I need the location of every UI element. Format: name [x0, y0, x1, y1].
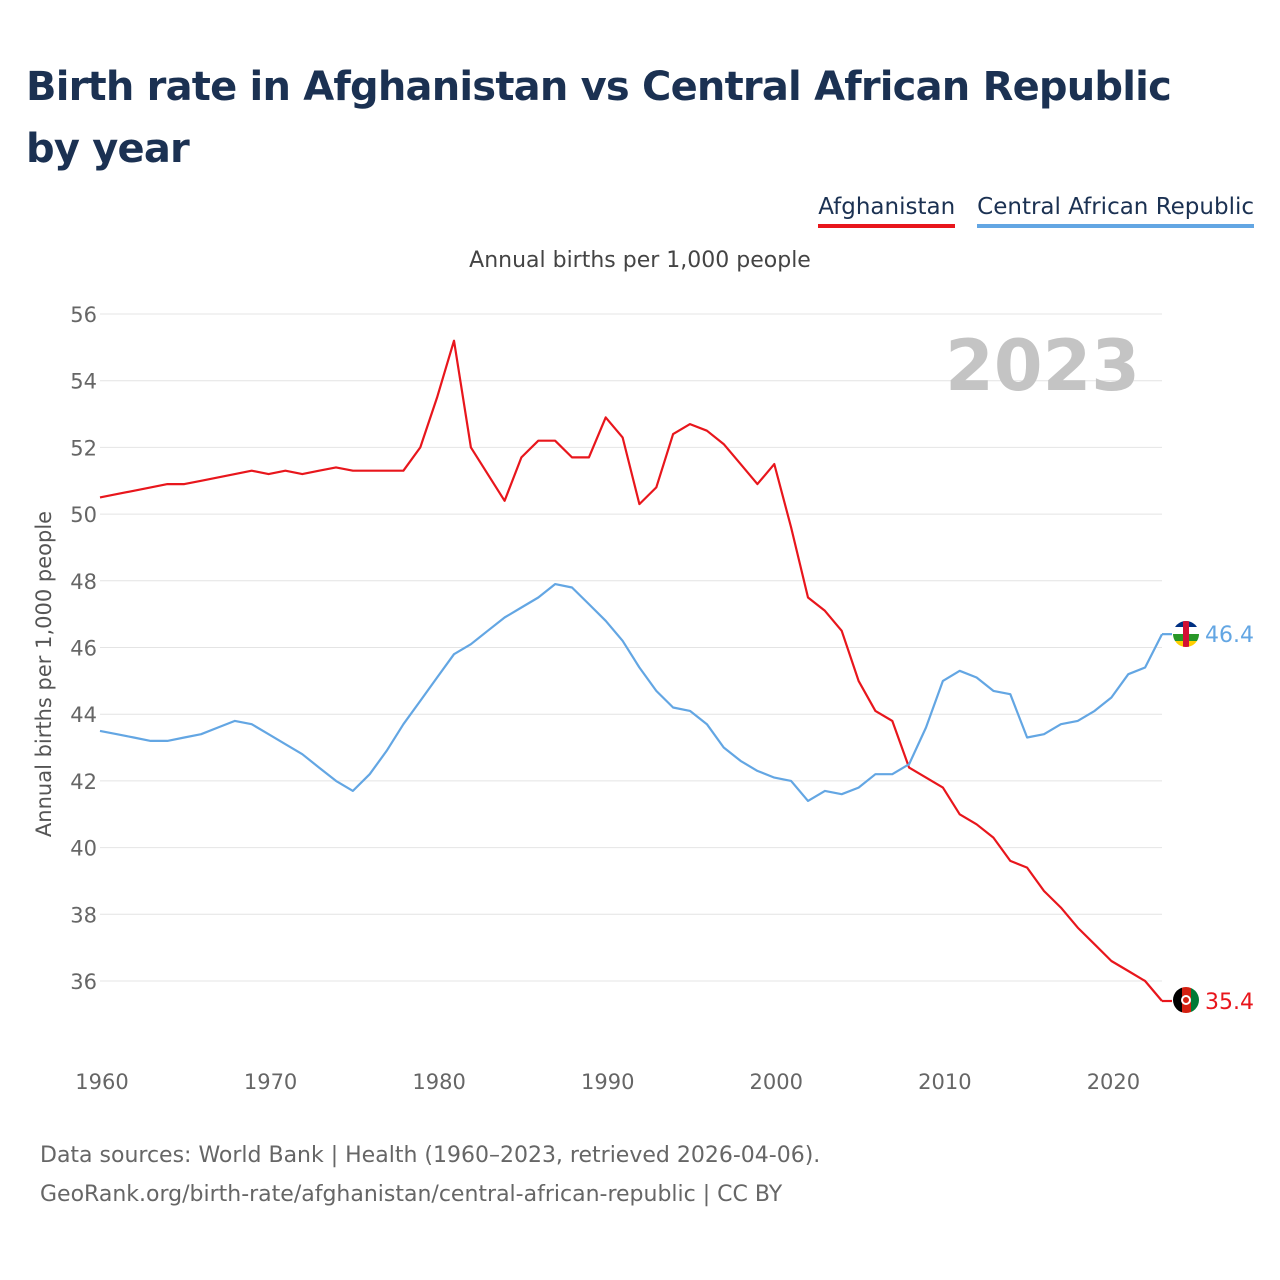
footer: Data sources: World Bank | Health (1960–… — [40, 1136, 820, 1214]
y-tick-label: 38 — [70, 903, 97, 927]
x-tick-label: 2020 — [1087, 1070, 1140, 1094]
x-tick-label: 1990 — [581, 1070, 634, 1094]
y-tick-label: 56 — [70, 303, 97, 327]
y-tick-label: 40 — [70, 837, 97, 861]
flag-afghanistan-icon — [1173, 987, 1199, 1013]
y-tick-label: 46 — [70, 637, 97, 661]
series-line-central-african-republic[interactable] — [99, 582, 1163, 803]
y-tick-label: 44 — [70, 703, 97, 727]
y-tick-label: 48 — [70, 570, 97, 594]
x-tick-label: 2010 — [918, 1070, 971, 1094]
end-value-label-central-african-republic: 46.4 — [1205, 623, 1254, 648]
y-tick-label: 50 — [70, 503, 97, 527]
y-tick-label: 36 — [70, 970, 97, 994]
x-tick-label: 1960 — [75, 1070, 128, 1094]
end-value-label-afghanistan: 35.4 — [1205, 990, 1254, 1015]
series-line-afghanistan[interactable] — [99, 339, 1163, 1002]
y-tick-label: 42 — [70, 770, 97, 794]
chart-title: Birth rate in Afghanistan vs Central Afr… — [26, 64, 1172, 172]
x-tick-label: 1970 — [244, 1070, 297, 1094]
flag-central-african-republic-icon — [1173, 621, 1199, 647]
footer-sources: Data sources: World Bank | Health (1960–… — [40, 1143, 821, 1168]
x-tick-label: 1980 — [412, 1070, 465, 1094]
y-axis-label: Annual births per 1,000 people — [32, 511, 56, 837]
y-tick-label: 54 — [70, 370, 97, 394]
x-tick-label: 2000 — [750, 1070, 803, 1094]
chart-subtitle: Annual births per 1,000 people — [469, 248, 811, 273]
legend: Afghanistan Central African Republic — [818, 194, 1254, 228]
legend-item-afghanistan[interactable]: Afghanistan — [818, 194, 956, 228]
y-tick-label: 52 — [70, 436, 97, 460]
footer-link[interactable]: GeoRank.org/birth-rate/afghanistan/centr… — [40, 1182, 783, 1207]
legend-item-central-african-republic[interactable]: Central African Republic — [977, 194, 1254, 228]
year-watermark: 2023 — [945, 325, 1140, 407]
